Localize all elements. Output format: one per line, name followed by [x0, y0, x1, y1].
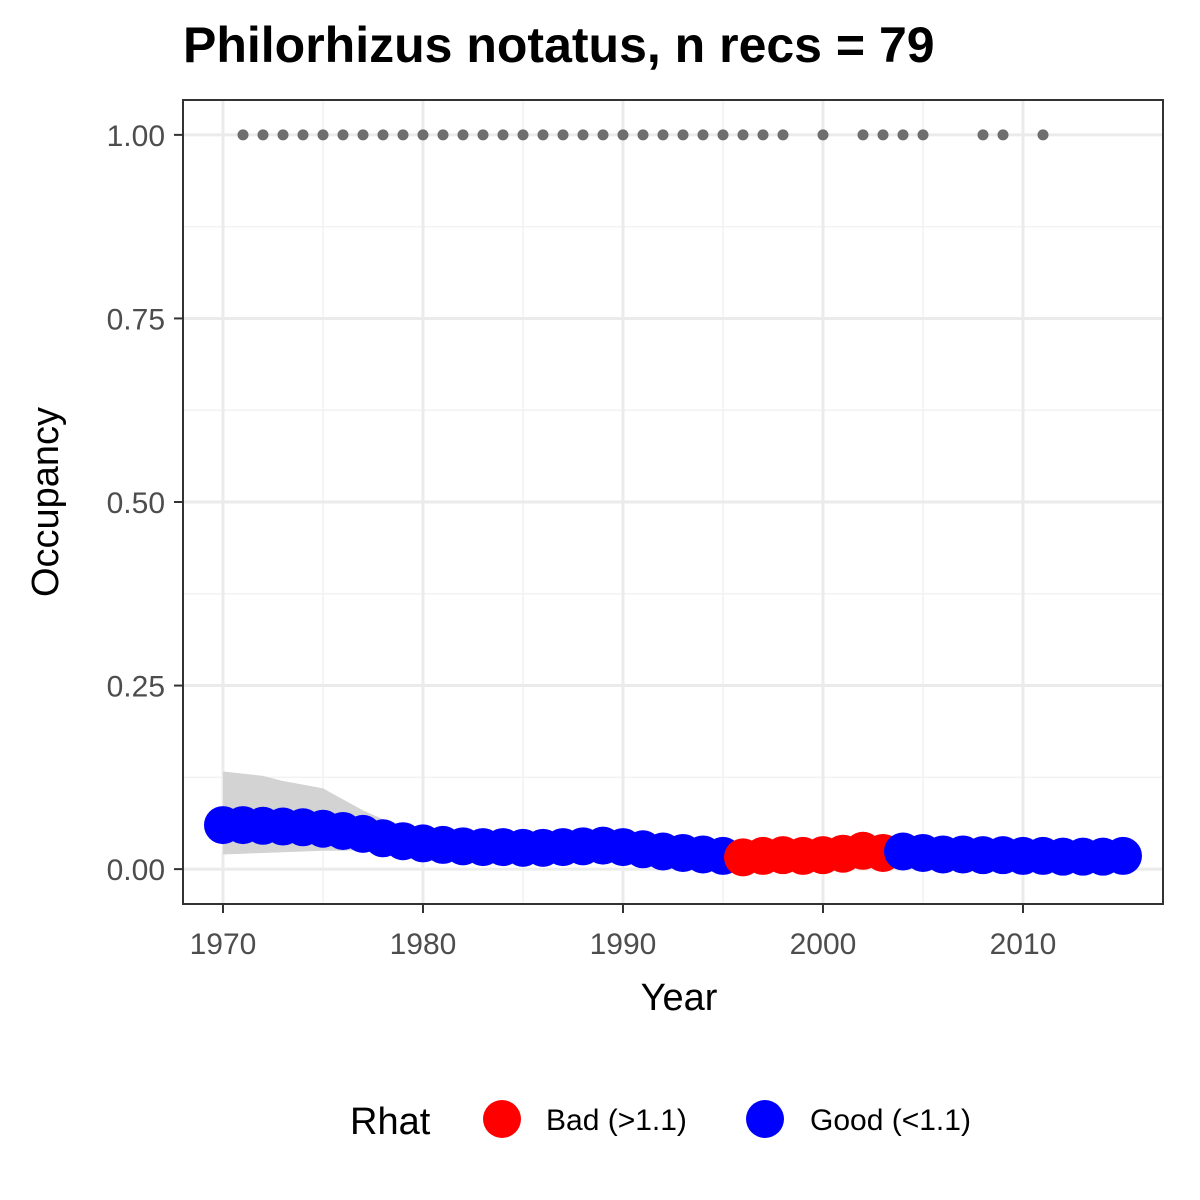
- x-tick-label: 1970: [190, 928, 257, 961]
- legend-key-bad: [483, 1100, 521, 1138]
- axes: 0.00 0.25 0.50 0.75 1.00 1970 1980 1990 2000 2010: [107, 120, 1057, 961]
- record-point: [557, 129, 569, 141]
- record-point: [757, 129, 769, 141]
- record-point: [357, 129, 369, 141]
- record-point: [377, 129, 389, 141]
- record-point: [977, 129, 989, 141]
- record-point: [257, 129, 269, 141]
- y-tick-label: 0.25: [107, 671, 165, 704]
- record-point: [317, 129, 329, 141]
- record-point: [337, 129, 349, 141]
- record-point: [717, 129, 729, 141]
- record-points: [237, 129, 1049, 141]
- record-point: [517, 129, 529, 141]
- occupancy-points: [204, 806, 1142, 877]
- record-point: [897, 129, 909, 141]
- legend-label-bad: Bad (>1.1): [546, 1104, 687, 1137]
- y-tick-label: 0.00: [107, 854, 165, 887]
- record-point: [497, 129, 509, 141]
- occupancy-point: [1104, 836, 1142, 875]
- record-point: [777, 129, 789, 141]
- y-tick-label: 0.75: [107, 303, 165, 336]
- y-tick-label: 0.50: [107, 487, 165, 520]
- legend-title: Rhat: [350, 1101, 431, 1143]
- record-point: [997, 129, 1009, 141]
- record-point: [417, 129, 429, 141]
- record-point: [677, 129, 689, 141]
- record-point: [657, 129, 669, 141]
- legend-key-good: [746, 1100, 784, 1138]
- record-point: [277, 129, 289, 141]
- record-point: [917, 129, 929, 141]
- record-point: [697, 129, 709, 141]
- legend: Rhat Bad (>1.1) Good (<1.1): [350, 1100, 971, 1143]
- record-point: [397, 129, 409, 141]
- y-tick-label: 1.00: [107, 120, 165, 153]
- record-point: [737, 129, 749, 141]
- record-point: [597, 129, 609, 141]
- chart-title: Philorhizus notatus, n recs = 79: [183, 17, 935, 73]
- record-point: [817, 129, 829, 141]
- y-axis-title: Occupancy: [25, 407, 67, 597]
- record-point: [477, 129, 489, 141]
- record-point: [297, 129, 309, 141]
- x-axis-title: Year: [641, 977, 718, 1019]
- x-tick-label: 1980: [390, 928, 457, 961]
- record-point: [637, 129, 649, 141]
- x-tick-label: 2010: [990, 928, 1057, 961]
- record-point: [457, 129, 469, 141]
- record-point: [537, 129, 549, 141]
- record-point: [577, 129, 589, 141]
- record-point: [857, 129, 869, 141]
- record-point: [877, 129, 889, 141]
- x-tick-label: 1990: [590, 928, 657, 961]
- grid-lines: [183, 100, 1163, 904]
- record-point: [237, 129, 249, 141]
- x-tick-label: 2000: [790, 928, 857, 961]
- record-point: [437, 129, 449, 141]
- record-point: [1037, 129, 1049, 141]
- legend-label-good: Good (<1.1): [810, 1104, 971, 1137]
- record-point: [617, 129, 629, 141]
